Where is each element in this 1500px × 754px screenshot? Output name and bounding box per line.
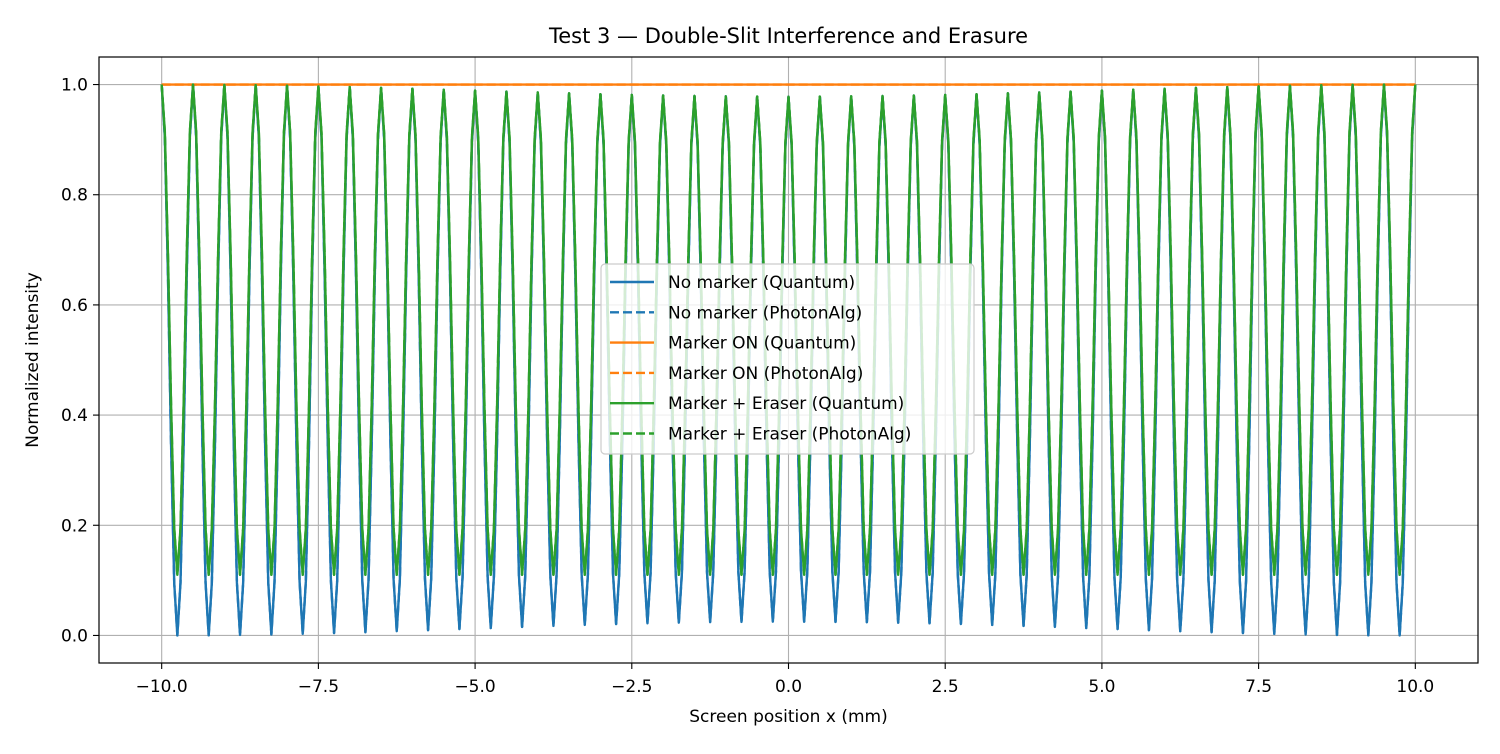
- legend-label-3: Marker ON (PhotonAlg): [668, 364, 863, 384]
- y-tick-label: 0.0: [61, 626, 88, 646]
- x-tick-label: −2.5: [611, 677, 652, 697]
- y-tick-label: 0.6: [61, 296, 88, 316]
- x-tick-label: 0.0: [775, 677, 802, 697]
- x-tick-label: −10.0: [136, 677, 188, 697]
- chart-title: Test 3 — Double-Slit Interference and Er…: [548, 24, 1028, 48]
- y-axis-label: Normalized intensity: [23, 272, 43, 448]
- y-tick-label: 0.4: [61, 406, 88, 426]
- legend-label-0: No marker (Quantum): [668, 273, 855, 293]
- series-line-5: [160, 83, 1417, 577]
- legend-box: [600, 263, 975, 455]
- legend-label-5: Marker + Eraser (PhotonAlg): [668, 425, 911, 445]
- x-tick-label: −5.0: [454, 677, 495, 697]
- x-axis-label: Screen position x (mm): [689, 707, 887, 727]
- legend-label-2: Marker ON (Quantum): [668, 334, 856, 354]
- legend-label-4: Marker + Eraser (Quantum): [668, 394, 904, 414]
- tick-layer: −10.0 −7.5 −5.0 −2.5 0.0 2.5 5.0 7.5 10.0 0.0 0.2 0…: [61, 76, 1434, 697]
- y-tick-label: 1.0: [61, 76, 88, 96]
- x-tick-label: 7.5: [1245, 677, 1272, 697]
- y-tick-label: 0.8: [61, 186, 88, 206]
- series-layer: [160, 83, 1417, 637]
- x-tick-label: 10.0: [1396, 677, 1434, 697]
- legend: No marker (Quantum) No marker (PhotonAlg)…: [600, 263, 975, 455]
- y-tick-label: 0.2: [61, 516, 88, 536]
- x-tick-label: 2.5: [932, 677, 959, 697]
- x-tick-label: 5.0: [1088, 677, 1115, 697]
- x-tick-label: −7.5: [298, 677, 339, 697]
- legend-label-1: No marker (PhotonAlg): [668, 303, 862, 323]
